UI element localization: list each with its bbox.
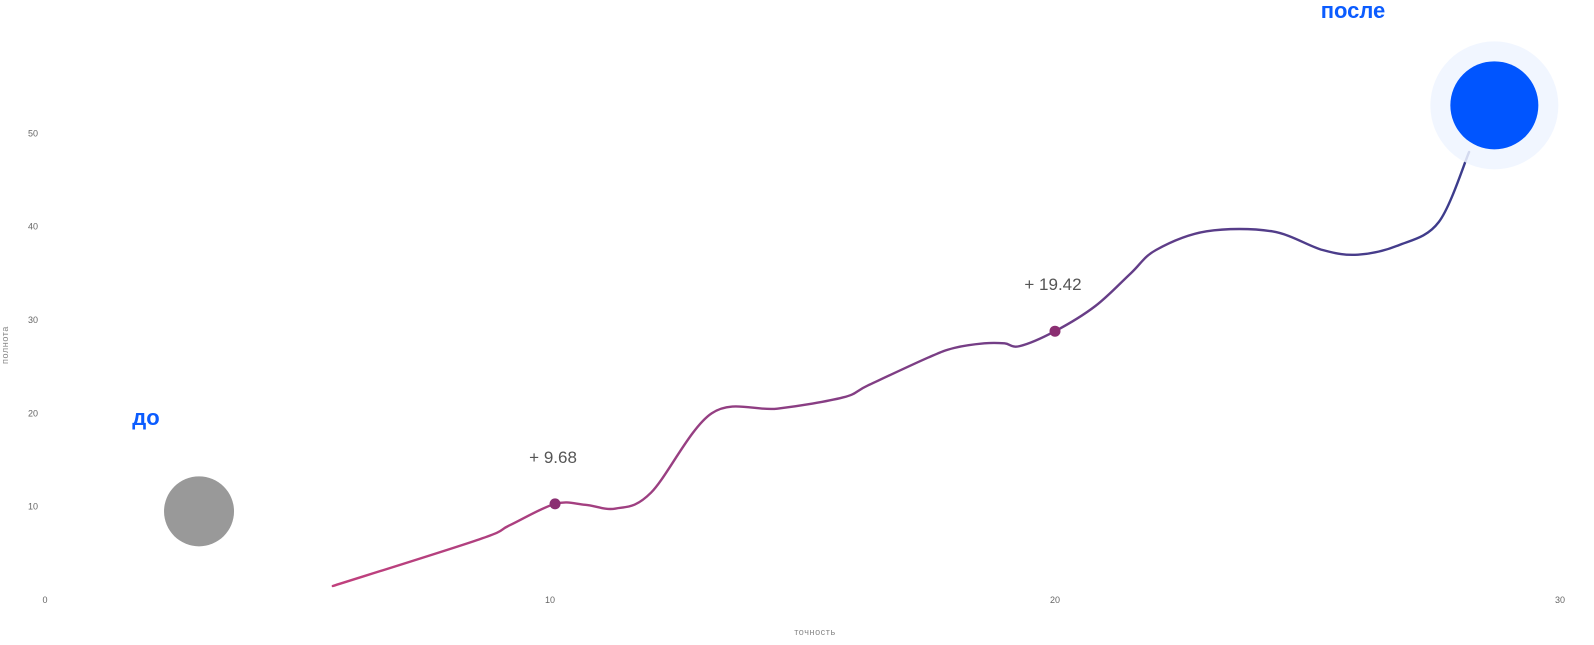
x-tick-label: 20 <box>1050 595 1060 605</box>
milestone-point <box>549 498 561 510</box>
x-tick-label: 10 <box>545 595 555 605</box>
y-tick-label: 30 <box>28 315 38 325</box>
point-layer: + 9.68 + 19.42 <box>529 275 1082 510</box>
milestone-label: + 9.68 <box>529 448 577 467</box>
x-tick-label: 0 <box>42 595 47 605</box>
curve-layer <box>331 150 1471 588</box>
y-axis-title: полнота <box>0 326 10 364</box>
before-label: до <box>132 405 159 430</box>
x-axis-title: точность <box>794 627 836 637</box>
progress-curve <box>331 150 1471 588</box>
milestone-label: + 19.42 <box>1024 275 1081 294</box>
y-tick-label: 40 <box>28 222 38 232</box>
after-label: после <box>1321 0 1386 23</box>
y-tick-label: 10 <box>28 502 38 512</box>
milestone-point <box>1049 325 1061 337</box>
y-tick-label: 50 <box>28 128 38 138</box>
before-bubble <box>164 476 235 547</box>
axis-labels-layer: 0 10 20 30 10 20 30 40 50 <box>28 128 1565 605</box>
bubble-layer <box>164 41 1559 547</box>
after-bubble <box>1450 61 1539 150</box>
x-tick-label: 30 <box>1555 595 1565 605</box>
y-tick-label: 20 <box>28 408 38 418</box>
